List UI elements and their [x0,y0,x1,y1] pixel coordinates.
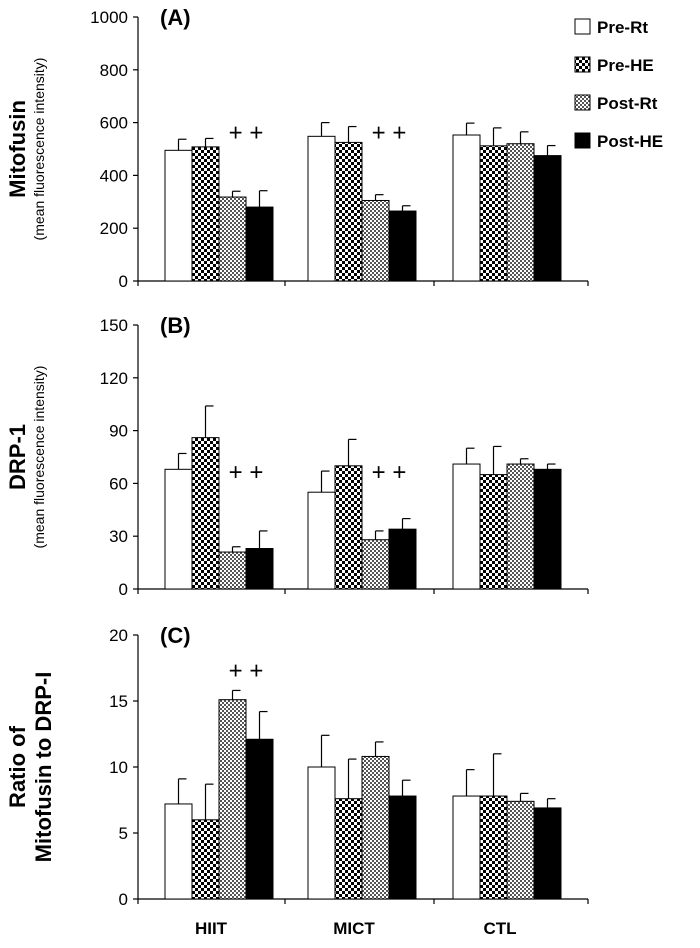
bar-post-rt [218,699,247,900]
x-category-labels: HIIT MICT CTL [195,919,517,938]
y-tick-label: 20 [109,626,128,645]
bar-post-rt [506,143,535,282]
bar-pre-rt [307,766,336,900]
bar-post-he [533,155,562,282]
y-tick-label: 0 [119,890,128,909]
legend-swatch [574,94,591,111]
bar-pre-he [479,795,508,900]
y-tick-label: 800 [100,61,128,80]
y-tick-label: 90 [109,422,128,441]
y-tick-label: 400 [100,166,128,185]
bar-pre-he [334,141,363,282]
bar-post-rt [218,551,247,590]
y-axis-subtitle: Mitofusin to DRP-I [31,672,56,863]
panel-tag: (C) [160,623,191,648]
bar-post-he [245,548,274,590]
y-tick-label: 120 [100,369,128,388]
y-tick-label: 600 [100,114,128,133]
y-axis-subtitle: (mean fluorescence intensity) [31,58,47,241]
y-tick-label: 60 [109,474,128,493]
x-category-label: CTL [483,919,516,938]
bar-post-he [245,206,274,282]
legend: Pre-Rt Pre-HE Post-Rt Post-HE [574,18,663,151]
bar-post-he [388,210,417,282]
legend-label: Post-HE [597,132,663,151]
bar-post-rt [506,800,535,900]
panel-2: 0 5 10 15 20 + + (C) Ratio of Mitofusin to DRP-I [5,623,589,909]
bar-post-he [533,807,562,900]
bar-post-rt [361,539,390,590]
bar-post-he [388,528,417,590]
bar-post-rt [506,463,535,590]
legend-label: Post-Rt [597,94,658,113]
panel-0: 0 200 400 600 800 1000 + + + + (A) Mitofusin (mean… [5,5,589,291]
y-tick-label: 5 [119,824,128,843]
bar-post-rt [361,755,390,900]
y-tick-label: 0 [119,272,128,291]
bar-pre-he [479,474,508,590]
bar-pre-he [191,146,220,282]
bar-pre-rt [452,463,481,590]
y-tick-label: 0 [119,580,128,599]
legend-label: Pre-Rt [597,18,648,37]
bar-pre-rt [307,491,336,590]
bar-pre-he [191,437,220,590]
bar-pre-rt [164,468,193,590]
bar-pre-he [334,798,363,900]
bar-pre-rt [452,134,481,282]
bar-post-rt [218,196,247,282]
y-axis-title: DRP-1 [5,424,30,490]
legend-label: Pre-HE [597,56,654,75]
bar-pre-rt [452,795,481,900]
bar-pre-rt [164,803,193,900]
y-axis-title: Mitofusin [5,100,30,198]
bar-pre-rt [307,135,336,282]
bar-post-he [388,795,417,900]
y-axis-title: Ratio of [5,725,30,808]
x-category-label: HIIT [195,919,228,938]
bar-pre-he [191,819,220,900]
y-tick-label: 10 [109,758,128,777]
legend-swatch [574,18,591,35]
panel-tag: (A) [160,5,191,30]
panel-tag: (B) [160,313,191,338]
bar-post-he [533,468,562,590]
legend-swatch [574,56,591,73]
y-tick-label: 200 [100,219,128,238]
significance-mark: + + [372,459,407,486]
significance-mark: + + [229,459,264,486]
y-tick-label: 150 [100,316,128,335]
y-axis-subtitle: (mean fluorescence intensity) [31,366,47,549]
panel-1: 0 30 60 90 120 150 + + + + (B) DRP-1 (mean fluores… [5,313,589,599]
y-tick-label: 1000 [90,8,128,27]
legend-swatch [574,132,591,149]
bar-post-rt [361,199,390,282]
bar-pre-he [479,145,508,282]
bar-pre-rt [164,149,193,282]
bar-post-he [245,738,274,900]
significance-mark: + + [229,120,264,147]
bar-pre-he [334,465,363,590]
y-tick-label: 30 [109,527,128,546]
significance-mark: + + [372,120,407,147]
x-category-label: MICT [333,919,375,938]
y-tick-label: 15 [109,692,128,711]
significance-mark: + + [229,657,264,684]
